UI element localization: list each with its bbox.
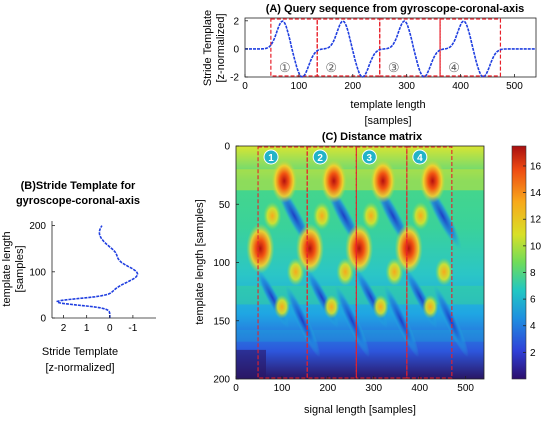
panel-b-x-label-unit: [z-normalized]	[45, 362, 114, 374]
heatmap-warm-blob	[362, 201, 381, 230]
colorbar-tick-label: 10	[530, 241, 542, 252]
panel-c-x-tick-label: 500	[457, 383, 474, 394]
panel-c: (C) Distance matrix 1 2 3 40 100 200 300 400 500…	[194, 131, 542, 416]
panel-a-y-tick-label: 0	[233, 44, 239, 55]
heatmap-hot-blob	[394, 223, 423, 274]
panel-b-series-line	[56, 225, 139, 318]
panel-a-x-tick-label: 200	[344, 81, 361, 92]
panel-a-y-label-unit: [z-normalized]	[215, 13, 227, 82]
heatmap-warm-blob	[323, 294, 340, 319]
panel-c-y-tick-label: 100	[213, 258, 230, 269]
panel-c-y-tick-label: 150	[213, 316, 230, 327]
panel-b-x-tick-label: 2	[61, 323, 67, 334]
panel-b-y-label-unit: [samples]	[14, 245, 26, 292]
panel-c-x-label: signal length [samples]	[304, 404, 416, 416]
heatmap-warm-blob	[263, 201, 282, 230]
panel-c-x-tick-label: 100	[274, 383, 291, 394]
panel-b-y-tick-label: 0	[40, 314, 46, 325]
panel-a-x-label: template length	[350, 99, 425, 111]
panel-a-series-line	[245, 20, 536, 78]
panel-c-x-tick-label: 0	[233, 383, 239, 394]
panel-a-stride-box	[379, 18, 441, 77]
heatmap-cool-streak	[383, 284, 420, 358]
panel-b-x-tick-label: 0	[107, 323, 113, 334]
panel-a-x-tick-label: 0	[242, 81, 248, 92]
panel-a-stride-box	[439, 18, 502, 77]
panel-a-x-tick-label: 100	[291, 81, 308, 92]
panel-b: (B)Stride Template for gyroscope-coronal…	[1, 180, 156, 374]
heatmap-warm-blob	[312, 201, 331, 230]
colorbar-tick-label: 2	[530, 348, 536, 359]
panel-c-title: (C) Distance matrix	[322, 131, 423, 143]
panel-c-stride-badge	[361, 149, 377, 165]
heatmap-warm-blob	[372, 294, 389, 319]
panel-a-y-tick-label: -2	[230, 73, 239, 84]
heatmap-hot-blob	[320, 158, 347, 203]
panel-c-x-tick-label: 200	[320, 383, 337, 394]
panel-b-x-tick-label: 1	[84, 323, 90, 334]
panel-b-title: (B)Stride Template for	[21, 180, 136, 192]
colorbar-tick-label: 4	[530, 321, 536, 332]
panel-c-overlay: 1 2 3 4 0 100 200 300 400 500 0 50 100 150 200	[213, 142, 485, 394]
heatmap-cool-streak	[284, 284, 321, 358]
panel-c-x-tick-label: 300	[365, 383, 382, 394]
heatmap-hot-blob	[295, 223, 324, 274]
panel-a-title: (A) Query sequence from gyroscope-corona…	[266, 3, 525, 15]
panel-a-stride-label: ②	[325, 60, 337, 75]
colorbar-tick-label: 6	[530, 295, 536, 306]
colorbar-ticks: 16 14 12 10 8 6 4 2	[523, 161, 542, 359]
panel-c-y-tick-label: 200	[213, 375, 230, 386]
panel-c-stride-badge	[312, 149, 328, 165]
heatmap-hot-blob	[246, 223, 275, 274]
colorbar-tick-label: 14	[530, 188, 542, 199]
heatmap-warm-blob	[273, 294, 290, 319]
heatmap-cool-streak	[433, 284, 469, 358]
heatmap-warm-blob	[422, 294, 439, 319]
heatmap-warm-blob	[411, 201, 430, 230]
panel-c-stride-box	[355, 146, 408, 379]
panel-c-stride-label: 3	[367, 153, 373, 164]
panel-b-y-label: template length	[1, 231, 13, 306]
panel-b-y-tick-label: 100	[29, 267, 46, 278]
panel-b-title-line2: gyroscope-coronal-axis	[16, 195, 140, 207]
panel-b-x-tick-label: -1	[128, 323, 137, 334]
heatmap-hot-blob	[345, 223, 374, 274]
panel-a-x-label-unit: [samples]	[364, 115, 411, 127]
heatmap-hot-blob	[419, 158, 446, 203]
colorbar-tick-label: 12	[530, 215, 542, 226]
panel-a-x-tick-label: 300	[398, 81, 415, 92]
panel-c-stride-label: 1	[268, 153, 274, 164]
panel-a-stride-label: ④	[448, 60, 460, 75]
panel-a-x-tick-label: 400	[452, 81, 469, 92]
panel-b-y-tick-label: 200	[29, 221, 46, 232]
panel-c-y-label: template length [samples]	[194, 199, 206, 324]
panel-c-stride-badge	[263, 149, 279, 165]
panel-b-plot-area: 2 1 0 -1 200 100 0	[29, 221, 156, 334]
colorbar	[511, 145, 527, 380]
panel-a: (A) Query sequence from gyroscope-corona…	[202, 3, 537, 127]
heatmap-warm-blob	[435, 257, 454, 286]
heatmap-hot-blob	[271, 158, 298, 203]
colorbar-tick-label: 8	[530, 268, 536, 279]
panel-c-y-tick-label: 0	[224, 142, 230, 153]
panel-c-stride-label: 2	[317, 153, 323, 164]
panel-c-stride-label: 4	[417, 153, 423, 164]
panel-a-frame	[244, 17, 537, 78]
heatmap-hot-blob	[369, 158, 396, 203]
panel-a-y-label: Stride Template	[202, 10, 214, 86]
heatmap-dark-corner	[236, 349, 266, 379]
panel-c-y-tick-label: 50	[219, 200, 231, 211]
heatmap-cool-streak	[334, 284, 370, 358]
panel-a-stride-label: ③	[388, 60, 400, 75]
panel-c-x-tick-label: 400	[411, 383, 428, 394]
panel-b-x-label: Stride Template	[42, 346, 118, 358]
heatmap-image	[236, 146, 484, 379]
panel-a-x-tick-label: 500	[506, 81, 523, 92]
colorbar-tick-label: 16	[530, 161, 542, 172]
panel-a-y-tick-label: 2	[233, 16, 239, 27]
panel-c-stride-badge	[412, 149, 428, 165]
panel-a-stride-label: ①	[279, 60, 291, 75]
